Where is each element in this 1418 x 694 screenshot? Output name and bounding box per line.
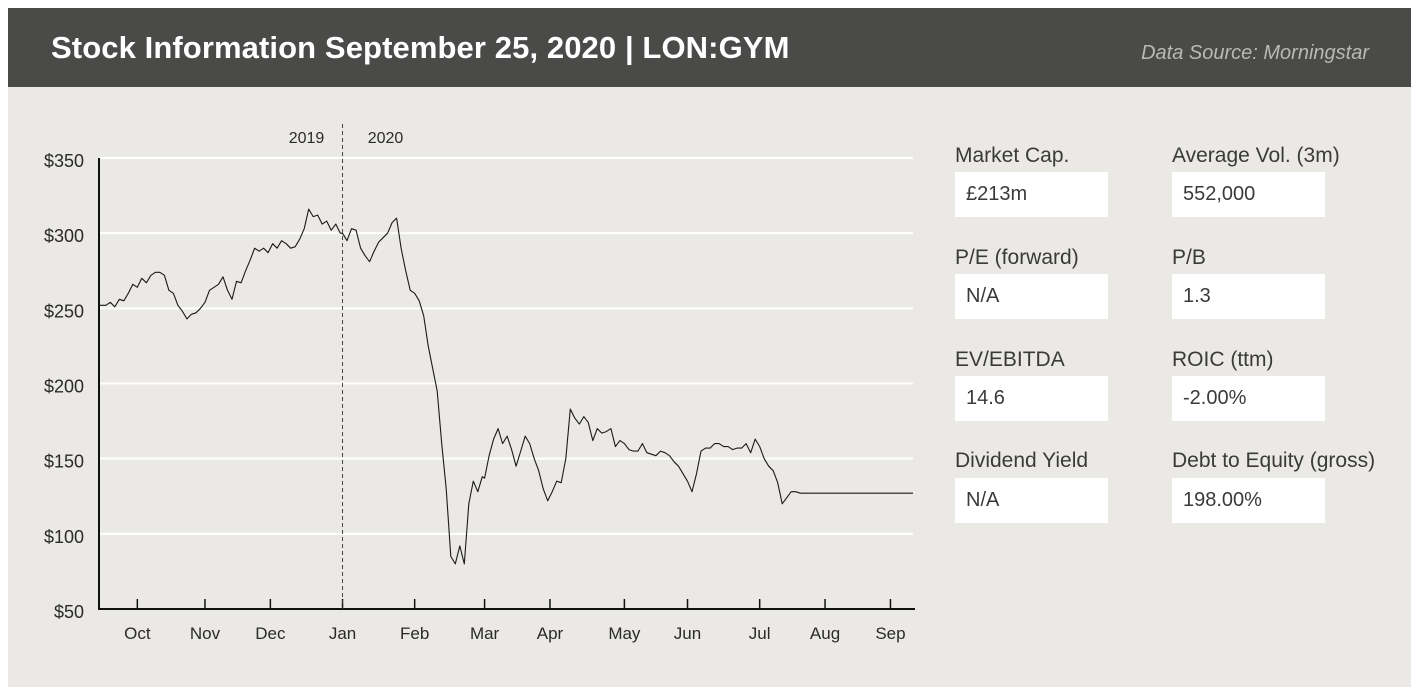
x-tick-label: Nov [190, 624, 221, 643]
y-tick-label: $100 [44, 527, 84, 547]
header-bar: Stock Information September 25, 2020 | L… [8, 8, 1411, 87]
x-tick-label: Jan [329, 624, 356, 643]
stock-info-panel: Stock Information September 25, 2020 | L… [8, 8, 1411, 687]
chart-gridlines [99, 157, 913, 535]
metric-value-pb: 1.3 [1172, 274, 1325, 319]
metric-label-ev-ebitda: EV/EBITDA [955, 348, 1065, 371]
x-tick-label: Sep [875, 624, 905, 643]
metric-label-dividend-yield: Dividend Yield [955, 449, 1089, 472]
x-tick-label: Dec [255, 624, 286, 643]
x-tick-label: Aug [810, 624, 840, 643]
metric-label-market-cap: Market Cap. [955, 144, 1070, 167]
metric-label-average-volume: Average Vol. (3m) [1172, 144, 1340, 167]
metric-label-pb: P/B [1172, 246, 1206, 269]
data-source: Data Source: Morningstar [1141, 42, 1369, 64]
page-title: Stock Information September 25, 2020 | L… [51, 30, 790, 65]
x-tick-label: Mar [470, 624, 500, 643]
y-tick-label: $150 [44, 452, 84, 472]
price-series-line [99, 208, 913, 565]
metric-value-ev-ebitda: 14.6 [955, 376, 1108, 421]
y-tick-label: $300 [44, 226, 84, 246]
x-tick-label: Feb [400, 624, 429, 643]
metric-value-average-volume: 552,000 [1172, 172, 1325, 217]
metric-label-debt-to-equity: Debt to Equity (gross) [1172, 449, 1376, 472]
x-tick-label: Apr [537, 624, 564, 643]
year-label-2019: 2019 [289, 130, 325, 147]
y-axis-ticks: $350 $300 $250 $200 $150 $100 $50 [44, 151, 84, 622]
metric-label-pe-forward: P/E (forward) [955, 246, 1079, 269]
y-tick-label: $350 [44, 151, 84, 171]
metric-value-roic: -2.00% [1172, 376, 1325, 421]
x-tick-label: Jul [749, 624, 771, 643]
y-tick-label: $200 [44, 377, 84, 397]
metric-value-market-cap: £213m [955, 172, 1108, 217]
y-tick-label: $250 [44, 301, 84, 321]
x-axis-ticks: Oct Nov Dec Jan Feb Mar Apr May Jun Jul Aug Sep [124, 599, 906, 643]
metric-label-roic: ROIC (ttm) [1172, 348, 1274, 371]
year-label-2020: 2020 [368, 130, 404, 147]
x-tick-label: Jun [674, 624, 701, 643]
metric-value-dividend-yield: N/A [955, 478, 1108, 523]
x-tick-label: Oct [124, 624, 151, 643]
metric-value-debt-to-equity: 198.00% [1172, 478, 1325, 523]
metric-value-pe-forward: N/A [955, 274, 1108, 319]
y-tick-label: $50 [54, 602, 84, 622]
x-tick-label: May [608, 624, 641, 643]
